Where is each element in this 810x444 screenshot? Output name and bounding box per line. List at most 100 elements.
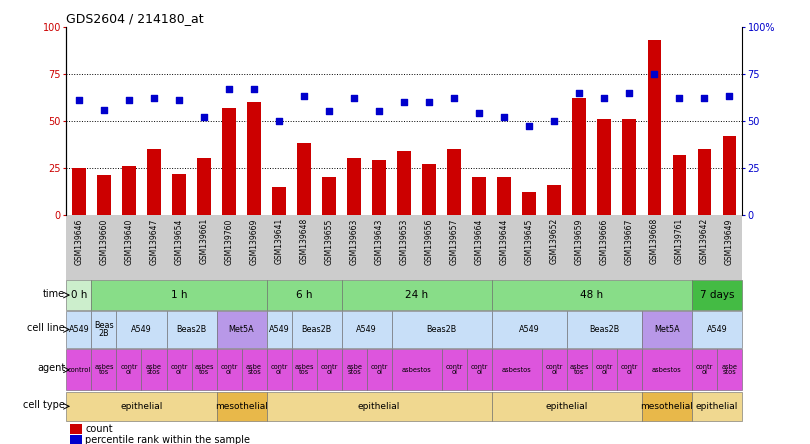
Text: asbe
stos: asbe stos (146, 364, 162, 376)
Text: GSM139663: GSM139663 (350, 218, 359, 265)
Point (97, 106, 110, 113)
Bar (92, 349, 117, 390)
Text: percentile rank within the sample: percentile rank within the sample (85, 435, 250, 444)
Text: A549: A549 (131, 325, 151, 334)
Bar (672, 155, 686, 215)
Text: contr
ol: contr ol (546, 364, 563, 376)
Point (297, 93, 310, 100)
Point (223, 85, 236, 92)
Text: GSM139655: GSM139655 (325, 218, 334, 265)
Text: epithelial: epithelial (121, 402, 163, 411)
Text: 1 h: 1 h (171, 290, 187, 300)
Bar (472, 177, 486, 215)
Text: GSM139668: GSM139668 (650, 218, 659, 265)
Point (173, 96, 185, 103)
Text: contr
ol: contr ol (471, 364, 488, 376)
Bar (317, 349, 342, 390)
Bar (422, 164, 436, 215)
Text: mesothelial: mesothelial (641, 402, 693, 411)
Text: GSM139653: GSM139653 (399, 218, 409, 265)
Text: GSM139646: GSM139646 (75, 218, 83, 265)
Point (473, 110, 486, 117)
Bar (542, 349, 567, 390)
Bar (167, 349, 191, 390)
Bar (598, 119, 612, 215)
Text: GSM139664: GSM139664 (475, 218, 484, 265)
Text: control: control (67, 367, 91, 373)
Bar (692, 280, 742, 310)
Point (347, 95, 360, 102)
Bar (216, 311, 266, 348)
Text: cell line: cell line (28, 323, 65, 333)
Bar (322, 177, 336, 215)
Bar (216, 349, 241, 390)
Point (573, 89, 586, 96)
Text: GSM139645: GSM139645 (525, 218, 534, 265)
Text: contr
ol: contr ol (446, 364, 463, 376)
Text: GSM139657: GSM139657 (450, 218, 458, 265)
Point (448, 95, 461, 102)
Text: epithelial: epithelial (546, 402, 588, 411)
Text: 24 h: 24 h (405, 290, 428, 300)
Bar (66, 280, 92, 310)
Text: A549: A549 (706, 325, 727, 334)
Bar (72, 168, 86, 215)
Text: GSM139640: GSM139640 (125, 218, 134, 265)
Point (248, 85, 261, 92)
Bar (342, 280, 492, 310)
Text: asbe
stos: asbe stos (346, 364, 362, 376)
Text: A549: A549 (69, 325, 89, 334)
Text: count: count (85, 424, 113, 434)
Point (72, 96, 85, 103)
Text: asbes
tos: asbes tos (569, 364, 589, 376)
Bar (66, 311, 92, 348)
Point (273, 117, 286, 124)
Text: cell type: cell type (23, 400, 65, 410)
Bar (266, 280, 342, 310)
Text: contr
ol: contr ol (595, 364, 613, 376)
Bar (147, 149, 161, 215)
Bar (522, 192, 536, 215)
Text: GSM139667: GSM139667 (625, 218, 634, 265)
Bar (117, 311, 167, 348)
Text: GSM139660: GSM139660 (100, 218, 109, 265)
Bar (692, 392, 742, 421)
Bar (92, 280, 266, 310)
Text: GSM139661: GSM139661 (199, 218, 208, 265)
Text: contr
ol: contr ol (696, 364, 713, 376)
Text: 6 h: 6 h (296, 290, 313, 300)
Bar (241, 349, 266, 390)
Text: GSM139644: GSM139644 (500, 218, 509, 265)
Bar (173, 174, 185, 215)
Point (723, 93, 736, 100)
Bar (342, 311, 392, 348)
Bar (292, 311, 342, 348)
Bar (247, 102, 261, 215)
Bar (567, 349, 592, 390)
Text: GSM139760: GSM139760 (224, 218, 233, 265)
Bar (642, 392, 692, 421)
Bar (447, 149, 461, 215)
Bar (642, 349, 692, 390)
Point (122, 96, 135, 103)
Text: mesothelial: mesothelial (215, 402, 268, 411)
Bar (197, 159, 211, 215)
Text: asbes
tos: asbes tos (94, 364, 113, 376)
Bar (342, 349, 367, 390)
Point (673, 95, 686, 102)
Bar (367, 349, 392, 390)
Text: contr
ol: contr ol (620, 364, 638, 376)
Point (423, 99, 436, 106)
Bar (723, 136, 736, 215)
Point (623, 89, 636, 96)
Bar (592, 349, 617, 390)
Point (498, 114, 511, 121)
Text: GSM139669: GSM139669 (249, 218, 258, 265)
Bar (117, 349, 142, 390)
Bar (467, 349, 492, 390)
Bar (573, 98, 586, 215)
Bar (347, 159, 361, 215)
Bar (167, 311, 216, 348)
Text: Beas2B: Beas2B (301, 325, 332, 334)
Text: A549: A549 (269, 325, 289, 334)
